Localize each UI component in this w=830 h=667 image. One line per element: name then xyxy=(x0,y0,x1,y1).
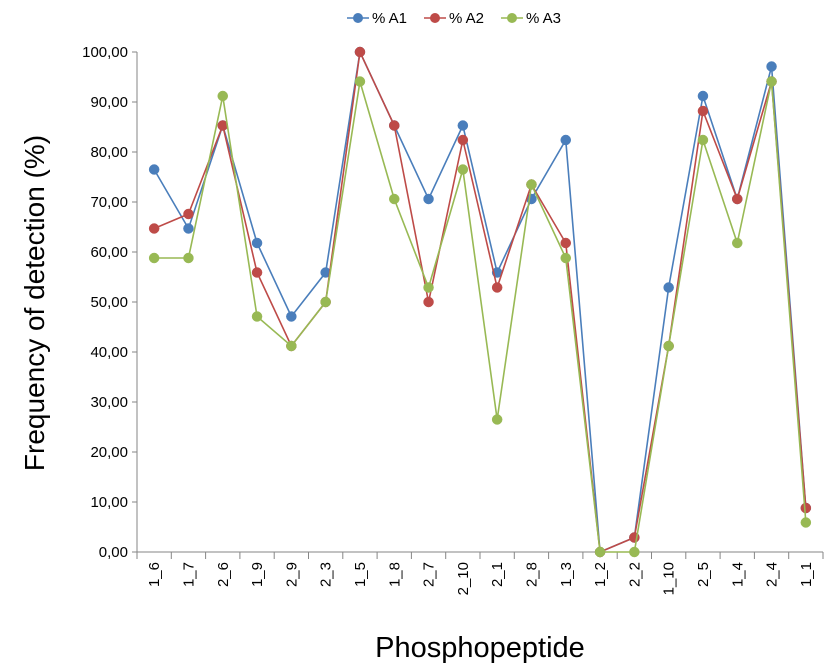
data-point xyxy=(251,267,263,278)
data-point xyxy=(663,340,674,352)
data-point xyxy=(800,517,812,528)
data-point xyxy=(697,105,709,117)
x-tick-label: 2_4 xyxy=(764,562,781,587)
data-point xyxy=(697,90,709,102)
data-point xyxy=(697,134,709,146)
series-line xyxy=(153,49,807,554)
data-point xyxy=(457,164,469,175)
series-3 xyxy=(148,76,812,558)
data-point xyxy=(732,237,743,249)
legend-marker xyxy=(507,13,517,23)
data-point xyxy=(148,252,160,264)
data-point xyxy=(354,46,366,58)
x-tick-label: 1_8 xyxy=(386,562,403,587)
data-point xyxy=(148,164,160,175)
legend: % A1 % A2 % A3 xyxy=(347,10,561,27)
legend-item: % A1 xyxy=(347,10,407,27)
y-tick-label: 50,00 xyxy=(90,294,128,311)
x-tick-label: 1_10 xyxy=(661,562,678,595)
x-tick-label: 2_3 xyxy=(318,562,335,587)
data-point xyxy=(560,237,571,249)
y-tick-label: 90,00 xyxy=(90,94,128,111)
data-point xyxy=(286,311,297,322)
y-tick-label: 70,00 xyxy=(90,194,128,211)
data-point xyxy=(217,90,228,102)
legend-label: % A1 xyxy=(372,10,407,27)
x-tick-label: 2_2 xyxy=(626,562,643,587)
legend-label: % A3 xyxy=(526,10,561,27)
y-tick-label: 40,00 xyxy=(90,344,128,361)
data-point xyxy=(389,193,400,205)
x-tick-label: 2_9 xyxy=(283,562,300,587)
data-point xyxy=(286,340,297,352)
y-tick-label: 60,00 xyxy=(90,244,128,261)
y-axis-title: Frequency of detection (%) xyxy=(19,135,50,471)
y-tick-label: 30,00 xyxy=(90,394,128,411)
data-point xyxy=(423,296,434,308)
x-tick-label: 2_6 xyxy=(215,562,232,587)
x-axis-title: Phosphopeptide xyxy=(375,632,585,664)
data-point xyxy=(457,120,469,131)
x-tick-label: 1_7 xyxy=(180,562,197,587)
data-point xyxy=(491,414,503,425)
data-point xyxy=(389,120,400,131)
x-tick-label: 1_1 xyxy=(798,562,815,587)
data-point xyxy=(766,76,777,87)
series-1 xyxy=(148,46,812,558)
x-tick-label: 2_5 xyxy=(695,562,712,587)
x-tick-label: 1_9 xyxy=(249,562,266,587)
data-point xyxy=(560,134,571,146)
data-point xyxy=(320,296,331,308)
x-tick-label: 1_6 xyxy=(146,562,163,587)
y-tick-label: 80,00 xyxy=(90,144,128,161)
legend-item: % A2 xyxy=(424,10,484,27)
legend-item: % A3 xyxy=(501,10,561,27)
x-tick-label: 2_1 xyxy=(489,562,506,587)
data-point xyxy=(800,502,812,514)
data-point xyxy=(560,252,571,264)
data-point xyxy=(423,193,434,205)
x-tick-label: 2_7 xyxy=(421,562,438,587)
x-tick-label: 2_10 xyxy=(455,562,472,595)
y-tick-label: 10,00 xyxy=(90,494,128,511)
legend-marker xyxy=(430,13,440,23)
series-line xyxy=(153,49,807,554)
data-point xyxy=(594,546,606,558)
data-point xyxy=(457,134,469,146)
legend-marker xyxy=(353,13,363,23)
data-point xyxy=(354,76,366,87)
data-point xyxy=(526,179,537,190)
x-tick-label: 2_8 xyxy=(523,562,540,587)
data-point xyxy=(732,193,743,205)
x-tick-label: 1_2 xyxy=(592,562,609,587)
series-line xyxy=(154,81,807,553)
data-point xyxy=(183,252,194,264)
series-layer xyxy=(148,46,812,558)
data-point xyxy=(251,311,263,322)
data-point xyxy=(183,223,194,234)
data-point xyxy=(423,282,434,293)
x-tick-label: 1_3 xyxy=(558,562,575,587)
data-point xyxy=(629,546,640,558)
y-tick-label: 100,00 xyxy=(82,44,128,61)
y-tick-label: 20,00 xyxy=(90,444,128,461)
axes: 0,00 10,00 20,00 30,00 40,00 50,00 60,00 70,00 8… xyxy=(82,44,824,595)
data-point xyxy=(491,282,503,293)
data-point xyxy=(183,208,194,220)
legend-label: % A2 xyxy=(449,10,484,27)
y-tick-label: 0,00 xyxy=(99,544,128,561)
data-point xyxy=(663,282,674,293)
data-point xyxy=(766,61,777,72)
data-point xyxy=(148,223,160,234)
x-tick-label: 1_4 xyxy=(729,562,746,587)
x-tick-label: 1_5 xyxy=(352,562,369,587)
data-point xyxy=(251,237,263,249)
